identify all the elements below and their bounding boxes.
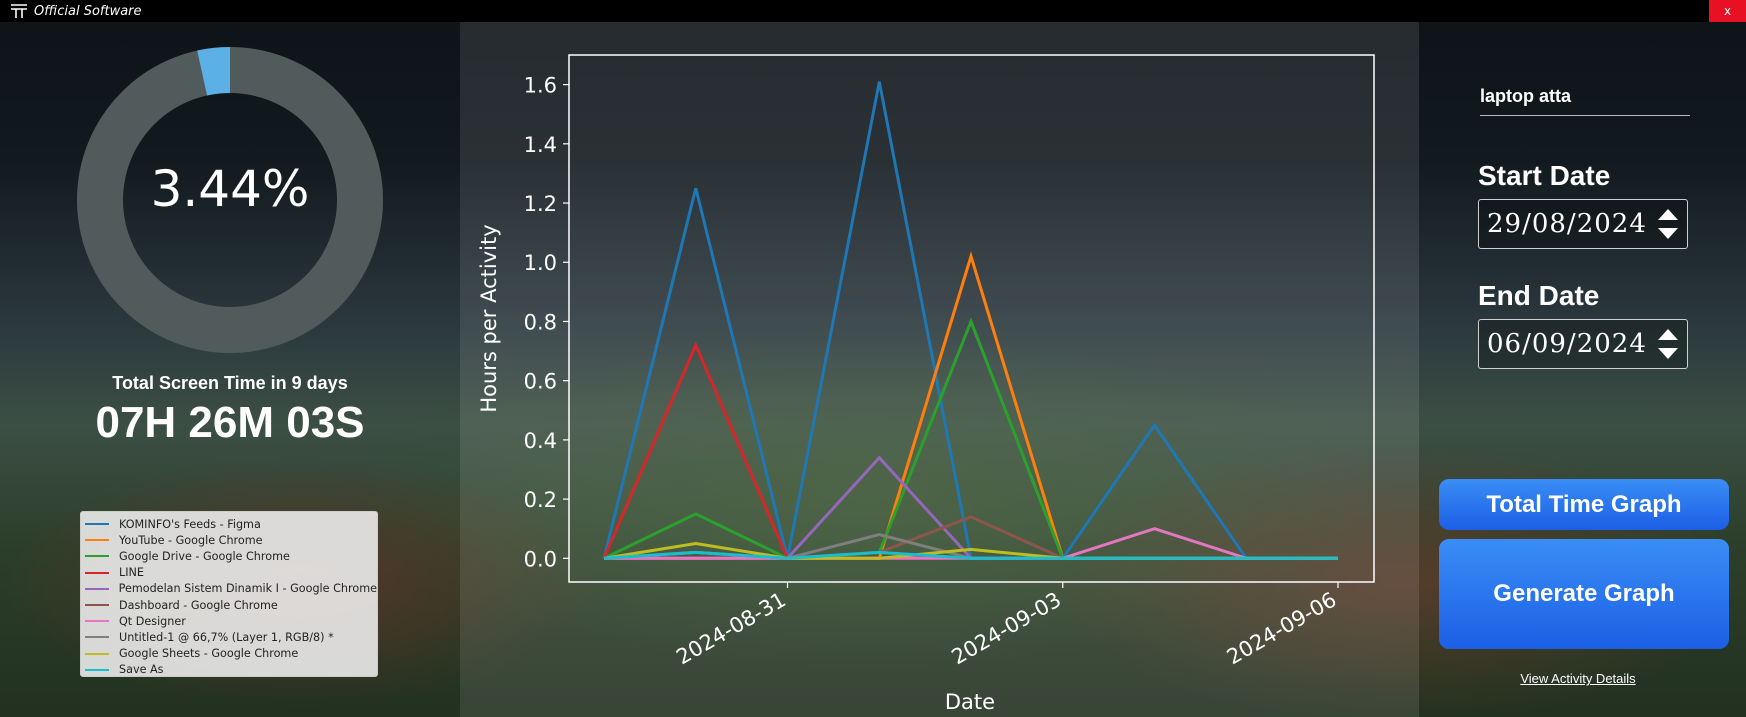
- screen-time-percent: 3.44%: [150, 160, 310, 218]
- series-line: [602, 341, 1338, 560]
- device-name-field[interactable]: laptop atta: [1480, 86, 1690, 116]
- legend-swatch: [85, 587, 109, 590]
- x-tick-label: 2024-09-03: [948, 588, 1066, 670]
- end-date-spinner[interactable]: [1653, 321, 1683, 367]
- legend-item: Google Drive - Google Chrome: [85, 548, 377, 564]
- legend-item: KOMINFO's Feeds - Figma: [85, 516, 377, 532]
- legend-swatch: [85, 571, 109, 574]
- legend-label: Qt Designer: [119, 614, 186, 628]
- end-date-label: End Date: [1478, 280, 1600, 311]
- legend-item: Pemodelan Sistem Dinamik I - Google Chro…: [85, 581, 377, 597]
- legend-label: Google Drive - Google Chrome: [119, 549, 290, 563]
- app-title: Official Software: [34, 3, 142, 19]
- legend-label: KOMINFO's Feeds - Figma: [119, 517, 261, 531]
- y-tick-label: 0.0: [524, 547, 557, 571]
- activity-line-chart: 0.0 0.2 0.4 0.6 0.8 1.0 1.2 1.4 1.6 2024-08-31 202…: [477, 54, 1375, 714]
- legend-item: Qt Designer: [85, 613, 377, 629]
- legend-item: Untitled-1 @ 66,7% (Layer 1, RGB/8) *: [85, 629, 377, 645]
- y-axis-label: Hours per Activity: [477, 224, 501, 412]
- legend-label: LINE: [119, 566, 144, 580]
- plot-frame: [568, 54, 1375, 583]
- spin-down-icon[interactable]: [1658, 348, 1678, 359]
- start-date-input[interactable]: 29/08/2024: [1478, 199, 1688, 249]
- y-tick-label: 1.6: [524, 74, 557, 98]
- start-date-label: Start Date: [1478, 160, 1611, 191]
- chart-panel-overlay: [460, 22, 1419, 717]
- title-bar: Official Software x: [0, 0, 1746, 22]
- generate-graph-button[interactable]: Generate Graph: [1439, 539, 1729, 649]
- total-screen-time-value: 07H 26M 03S: [95, 398, 365, 447]
- legend-swatch: [85, 668, 109, 671]
- legend-label: Pemodelan Sistem Dinamik I - Google Chro…: [118, 582, 377, 596]
- spin-up-icon[interactable]: [1658, 329, 1678, 340]
- x-axis-label: Date: [945, 690, 995, 714]
- legend-swatch: [85, 652, 109, 655]
- legend-swatch: [85, 620, 109, 623]
- end-date-value[interactable]: 06/09/2024: [1487, 329, 1647, 359]
- y-tick-label: 0.4: [524, 429, 557, 453]
- x-tick-label: 2024-09-06: [1223, 588, 1341, 670]
- y-tick-label: 0.2: [524, 488, 557, 512]
- y-tick-label: 1.4: [524, 133, 557, 157]
- total-time-graph-button[interactable]: Total Time Graph: [1439, 479, 1729, 530]
- total-screen-time-label: Total Screen Time in 9 days: [112, 373, 348, 393]
- chart-legend: KOMINFO's Feeds - Figma YouTube - Google …: [80, 511, 378, 677]
- start-date-spinner[interactable]: [1653, 201, 1683, 247]
- end-date-input[interactable]: 06/09/2024: [1478, 319, 1688, 369]
- legend-swatch: [85, 604, 109, 607]
- legend-item: YouTube - Google Chrome: [85, 532, 377, 548]
- x-tick-label: 2024-08-31: [672, 588, 790, 670]
- start-date-value[interactable]: 29/08/2024: [1487, 209, 1647, 239]
- series-line: [604, 455, 1338, 560]
- legend-label: Untitled-1 @ 66,7% (Layer 1, RGB/8) *: [119, 630, 334, 644]
- legend-swatch: [85, 523, 109, 526]
- legend-label: Google Sheets - Google Chrome: [119, 647, 299, 661]
- y-tick-label: 1.2: [524, 192, 557, 216]
- spin-down-icon[interactable]: [1658, 228, 1678, 239]
- legend-swatch: [85, 555, 109, 558]
- series-line: [603, 550, 1338, 560]
- y-tick-label: 0.8: [524, 310, 557, 334]
- legend-item: LINE: [85, 565, 377, 581]
- donut-segment: [197, 47, 231, 96]
- legend-label: Dashboard - Google Chrome: [119, 598, 278, 612]
- series-line: [603, 317, 1338, 560]
- legend-swatch: [85, 539, 109, 542]
- app-logo-icon: [10, 3, 28, 19]
- y-tick-label: 1.0: [524, 251, 557, 275]
- legend-swatch: [85, 636, 109, 639]
- legend-item: Dashboard - Google Chrome: [85, 597, 377, 613]
- spin-up-icon[interactable]: [1658, 209, 1678, 220]
- series-line: [604, 251, 1338, 560]
- close-button[interactable]: x: [1709, 0, 1746, 22]
- legend-label: YouTube - Google Chrome: [119, 533, 263, 547]
- legend-label: Save As: [119, 663, 164, 677]
- screen-time-donut: [77, 47, 383, 353]
- view-activity-details-link[interactable]: View Activity Details: [1520, 671, 1636, 686]
- legend-item: Save As: [85, 662, 377, 678]
- y-tick-label: 0.6: [524, 370, 557, 394]
- legend-item: Google Sheets - Google Chrome: [85, 646, 377, 662]
